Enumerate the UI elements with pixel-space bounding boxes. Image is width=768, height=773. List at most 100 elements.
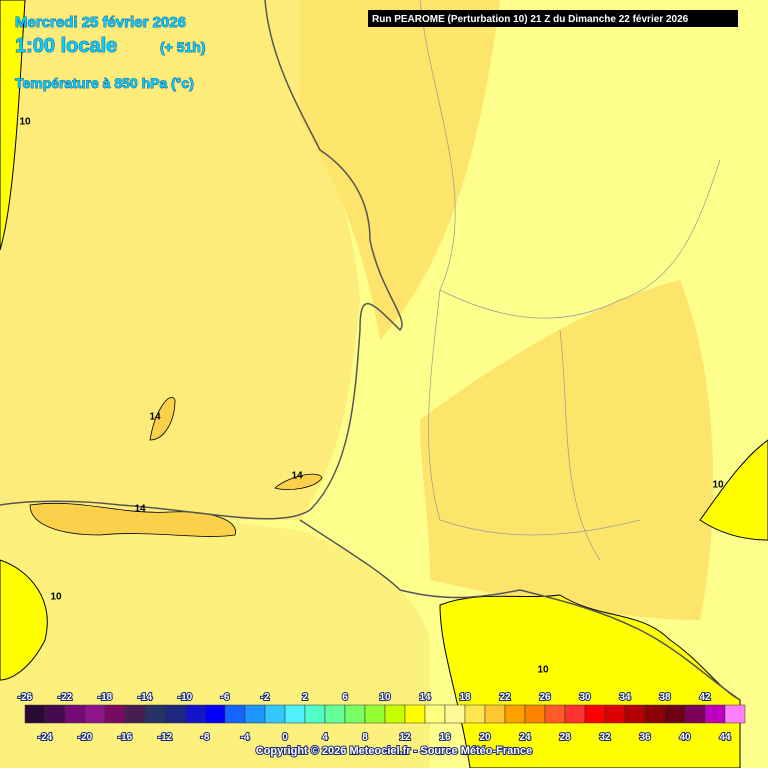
warm-zone xyxy=(420,280,714,620)
legend-swatch xyxy=(504,704,526,724)
legend-swatch xyxy=(244,704,266,724)
legend-swatch xyxy=(304,704,326,724)
warm-contour xyxy=(274,473,323,490)
warm-contour xyxy=(149,397,176,441)
legend-swatch xyxy=(524,704,546,724)
contour-label: 10 xyxy=(50,592,62,603)
legend-label: -20 xyxy=(78,732,93,743)
contour-label: 14 xyxy=(149,412,161,423)
legend-swatch xyxy=(444,704,466,724)
legend-swatch xyxy=(684,704,706,724)
cold-contour xyxy=(0,559,48,681)
legend-label: 34 xyxy=(619,692,631,703)
legend-swatch xyxy=(84,704,106,724)
cold-contour xyxy=(439,594,741,769)
legend-label: 18 xyxy=(459,692,471,703)
contour-label: 10 xyxy=(537,665,549,676)
legend-label: -2 xyxy=(261,692,270,703)
date: Mercredi 25 février 2026 xyxy=(15,14,186,31)
legend-swatch xyxy=(664,704,686,724)
legend-swatch xyxy=(124,704,146,724)
run-info: Run PEAROME (Perturbation 10) 21 Z du Di… xyxy=(372,14,689,25)
contour-label: 14 xyxy=(291,471,303,482)
ocean-zone xyxy=(0,0,360,520)
legend-swatch xyxy=(624,704,646,724)
coastline xyxy=(0,0,741,701)
legend-label: 42 xyxy=(699,692,711,703)
legend-swatch xyxy=(224,704,246,724)
legend-swatch xyxy=(204,704,226,724)
legend-label: 2 xyxy=(302,692,308,703)
legend-label: -8 xyxy=(201,732,210,743)
legend-label: -12 xyxy=(158,732,173,743)
lead-time: (+ 51h) xyxy=(160,39,206,55)
legend-label: 26 xyxy=(539,692,551,703)
legend-swatch xyxy=(284,704,306,724)
legend-swatch xyxy=(584,704,606,724)
legend-label: 14 xyxy=(419,692,431,703)
legend-swatch xyxy=(644,704,666,724)
legend-swatch xyxy=(604,704,626,724)
legend-label: 20 xyxy=(479,732,491,743)
legend-swatch xyxy=(24,704,46,724)
legend-label: -4 xyxy=(241,732,250,743)
legend-label: 22 xyxy=(499,692,511,703)
legend-label: 32 xyxy=(599,732,611,743)
legend-swatch xyxy=(544,704,566,724)
contour-label: 14 xyxy=(134,504,146,515)
legend-label: -16 xyxy=(118,732,133,743)
cold-contour xyxy=(699,439,768,541)
legend-label: -18 xyxy=(98,692,113,703)
legend-label: 44 xyxy=(719,732,731,743)
legend-label: 8 xyxy=(362,732,368,743)
legend-swatch xyxy=(704,704,726,724)
legend-swatch xyxy=(464,704,486,724)
warm-zone xyxy=(300,0,500,340)
legend-label: -26 xyxy=(18,692,33,703)
legend-label: 6 xyxy=(342,692,348,703)
legend-label: 28 xyxy=(559,732,571,743)
legend-swatch xyxy=(64,704,86,724)
legend-label: -22 xyxy=(58,692,73,703)
legend-label: 30 xyxy=(579,692,591,703)
variable: Température à 850 hPa (°c) xyxy=(15,75,194,91)
cold-contour xyxy=(0,0,26,251)
legend-swatch xyxy=(324,704,346,724)
legend-swatch xyxy=(164,704,186,724)
legend-swatch xyxy=(564,704,586,724)
run-box xyxy=(368,10,738,27)
borders xyxy=(419,0,721,561)
spain-zone xyxy=(0,507,430,768)
contour-label: 10 xyxy=(712,480,724,491)
legend-swatch xyxy=(724,704,746,724)
legend-label: 4 xyxy=(322,732,328,743)
legend-swatch xyxy=(144,704,166,724)
legend-label: 12 xyxy=(399,732,411,743)
legend-label: 0 xyxy=(282,732,288,743)
legend-label: 38 xyxy=(659,692,671,703)
legend-swatch xyxy=(264,704,286,724)
legend-label: 16 xyxy=(439,732,451,743)
legend-label: -10 xyxy=(178,692,193,703)
legend-label: 40 xyxy=(679,732,691,743)
time: 1:00 locale xyxy=(15,35,117,57)
legend-label: -24 xyxy=(38,732,53,743)
legend-label: -6 xyxy=(221,692,230,703)
contour-label: 10 xyxy=(19,117,31,128)
legend-swatch xyxy=(484,704,506,724)
warm-contour xyxy=(29,502,236,537)
legend-swatch xyxy=(404,704,426,724)
legend-swatch xyxy=(184,704,206,724)
legend-label: -14 xyxy=(138,692,153,703)
legend-label: 36 xyxy=(639,732,651,743)
legend-swatch xyxy=(424,704,446,724)
legend-swatch xyxy=(384,704,406,724)
legend-swatch xyxy=(344,704,366,724)
legend-swatch xyxy=(104,704,126,724)
legend-swatch xyxy=(364,704,386,724)
legend-label: 24 xyxy=(519,732,531,743)
legend-label: 10 xyxy=(379,692,391,703)
legend-swatch xyxy=(44,704,66,724)
